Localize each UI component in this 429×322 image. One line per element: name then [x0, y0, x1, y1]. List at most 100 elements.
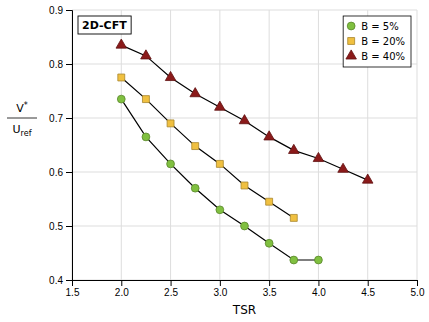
tick-label: 0.7 — [49, 113, 63, 124]
tick: 4.0 — [312, 280, 326, 298]
fraction-bar — [7, 118, 37, 119]
point — [289, 144, 300, 153]
text-part: U — [13, 123, 21, 136]
point — [290, 214, 297, 221]
tick: 4.5 — [361, 280, 375, 298]
tick: 3.5 — [263, 280, 277, 298]
point — [216, 206, 224, 214]
axis-line — [66, 11, 73, 281]
grid-line — [121, 10, 122, 280]
tick: 1.5 — [66, 280, 80, 298]
legend: B = 5% B = 20% B = 40% — [343, 16, 411, 67]
point — [191, 184, 199, 192]
series-line — [121, 99, 318, 260]
point — [167, 160, 175, 168]
point — [142, 96, 149, 103]
point — [266, 198, 273, 205]
tick: 0.7 — [49, 113, 72, 124]
point — [116, 39, 127, 48]
legend-item: B = 20% — [348, 36, 405, 47]
axis-line — [73, 281, 418, 287]
y-axis-title-bottom: Uref — [13, 123, 32, 138]
grid-line — [72, 10, 417, 11]
point — [167, 120, 174, 127]
point — [215, 101, 226, 110]
legend-symbol — [348, 38, 355, 45]
plot: 1.52.02.53.03.54.04.55.00.40.50.60.70.80… — [49, 5, 425, 298]
tick-mark — [66, 118, 72, 119]
tick: 5.0 — [411, 280, 425, 298]
point — [192, 143, 199, 150]
grid — [72, 10, 417, 280]
point — [362, 174, 373, 183]
tick-label: 0.8 — [49, 59, 63, 70]
tick-label: 1.5 — [66, 287, 80, 298]
legend-symbol — [346, 50, 357, 59]
point — [313, 152, 324, 161]
point — [241, 182, 248, 189]
chart: 1.52.02.53.03.54.04.55.00.40.50.60.70.80… — [0, 0, 429, 322]
point — [165, 71, 176, 80]
tick: 0.4 — [49, 275, 72, 286]
tick: 0.5 — [49, 221, 72, 232]
point — [118, 74, 125, 81]
annotation-box — [78, 16, 131, 34]
legend-label: B = 5% — [361, 21, 398, 32]
grid-line — [72, 172, 417, 173]
grid-line — [170, 10, 171, 280]
tick-mark — [220, 280, 221, 286]
legend-label: B = 20% — [361, 36, 405, 47]
tick-mark — [66, 280, 72, 281]
grid-line — [417, 10, 418, 280]
y-axis-title: V* Uref — [7, 101, 37, 138]
annotation-text: 2D-CFT — [82, 19, 127, 32]
tick-label: 3.0 — [213, 287, 227, 298]
x-axis-title: TSR — [232, 303, 256, 317]
tick-mark — [269, 280, 270, 286]
tick-label: 4.5 — [361, 287, 375, 298]
point — [264, 131, 275, 140]
point — [117, 95, 125, 103]
tick-label: 5.0 — [411, 287, 425, 298]
tick-mark — [66, 226, 72, 227]
grid-line — [318, 10, 319, 280]
tick-label: 2.0 — [115, 287, 129, 298]
point — [142, 133, 150, 141]
tick-label: 0.5 — [49, 221, 63, 232]
tick: 0.9 — [49, 5, 72, 16]
tick: 3.0 — [213, 280, 227, 298]
series-line — [121, 45, 367, 180]
tick-label: 3.5 — [263, 287, 277, 298]
legend-symbol — [347, 22, 355, 30]
tick-mark — [171, 280, 172, 286]
tick: 0.8 — [49, 59, 72, 70]
tick-mark — [318, 280, 319, 286]
tick-mark — [66, 64, 72, 65]
legend-item: B = 40% — [346, 50, 405, 62]
point — [216, 160, 223, 167]
point — [290, 256, 298, 264]
legend-item: B = 5% — [347, 21, 398, 32]
tick-label: 2.5 — [164, 287, 178, 298]
tick: 2.5 — [164, 280, 178, 298]
point — [141, 50, 152, 59]
tick-mark — [66, 172, 72, 173]
point — [315, 256, 323, 264]
x-axis: 1.5 2.0 2.5 3.0 3.5 4.0 4.5 5.0 — [66, 280, 425, 298]
tick-mark — [121, 280, 122, 286]
point — [239, 115, 250, 124]
legend-label: B = 40% — [361, 51, 405, 62]
y-axis-title-top: V* — [16, 101, 28, 115]
point — [338, 163, 349, 172]
tick-mark — [417, 280, 418, 286]
tick-label: 4.0 — [312, 287, 326, 298]
y-axis: 0.4 0.5 0.6 0.7 0.8 0.9 — [49, 5, 72, 286]
tick-mark — [66, 10, 72, 11]
tick-label: 0.9 — [49, 5, 63, 16]
tick-label: 0.4 — [49, 275, 63, 286]
grid-line — [219, 10, 220, 280]
text-part: ref — [21, 129, 32, 138]
text-part: * — [24, 101, 28, 110]
tick-label: 0.6 — [49, 167, 63, 178]
legend-box — [343, 16, 411, 67]
